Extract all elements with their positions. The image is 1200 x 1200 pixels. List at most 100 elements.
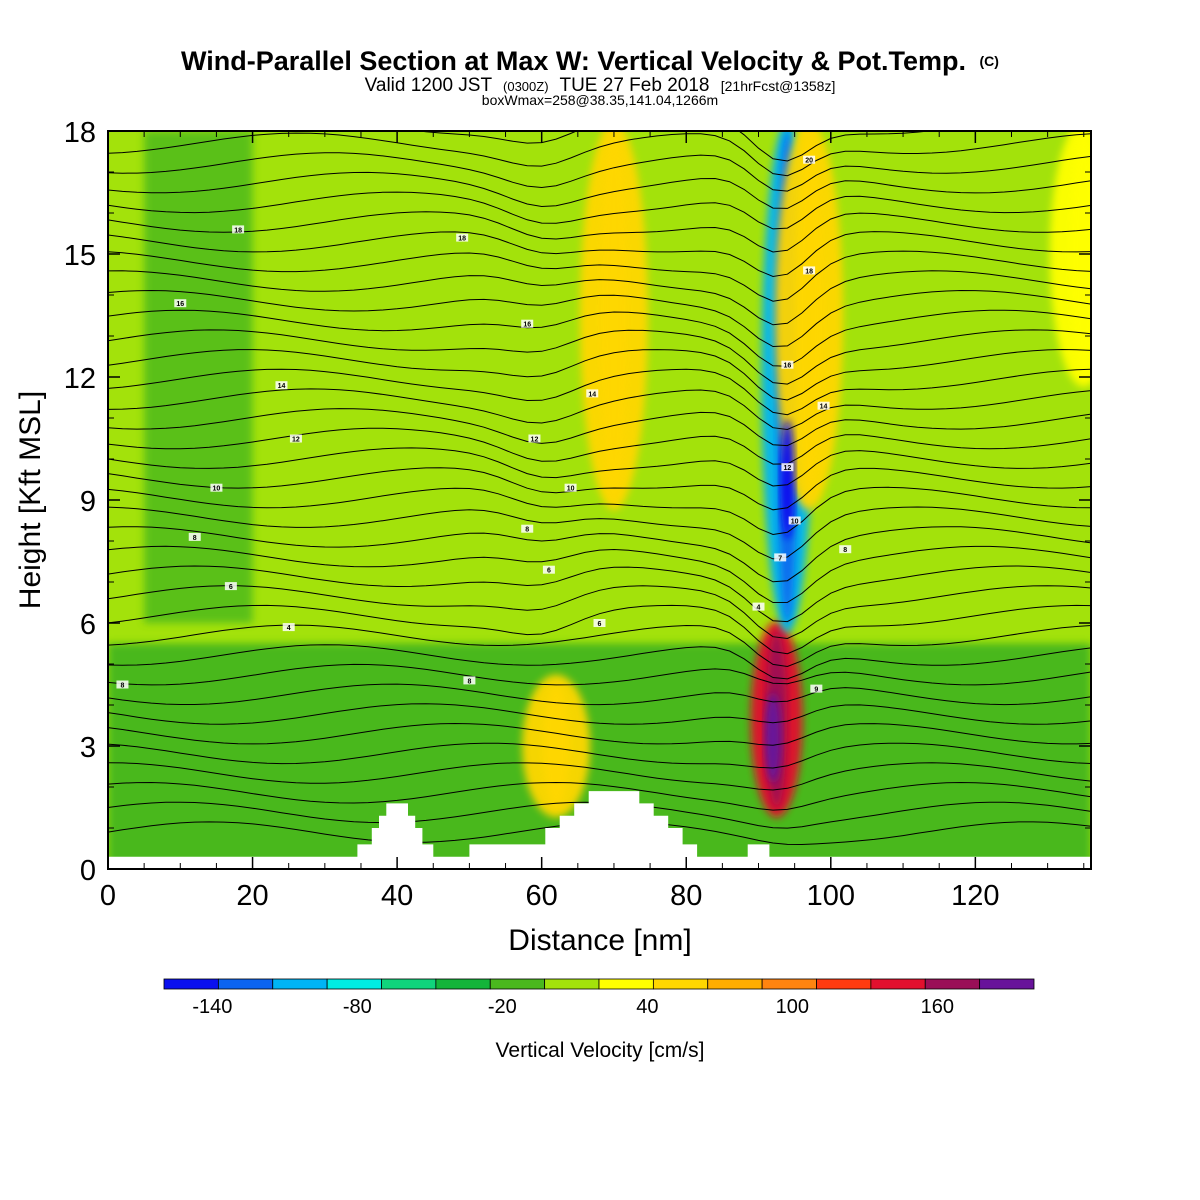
isentrope-labels: 8 8 9 4 6 4 6 6 7 8 8 8 10 10 10 12 12 12 14 14 14 16 16 16 18 18… [116,155,852,694]
isentrope-line [108,486,1091,536]
chart-title: Wind-Parallel Section at Max W: Vertical… [181,46,999,76]
colorbar-segment [652,978,709,990]
colorbar-segment [598,978,654,990]
isentrope-label: 12 [781,463,794,472]
isentrope-line [108,644,1091,680]
isentrope-label: 6 [224,582,237,591]
isentrope-line [108,348,1091,401]
isentrope-line [108,171,1091,209]
isentrope-label: 4 [282,623,295,632]
isentrope-label: 6 [593,619,606,628]
isentrope-line [108,545,1091,604]
colorbar-segment [489,978,546,990]
isentrope-line [108,604,1091,655]
y-tick-label: 9 [80,486,96,518]
svg-text:12: 12 [292,437,300,444]
isentrope-label: 18 [803,266,816,275]
isentrope-line [108,762,1091,791]
isentrope-label: 18 [232,225,245,234]
colorbar-segment [163,978,219,990]
terrain [108,791,1091,869]
isentrope-label: 10 [210,483,223,493]
svg-text:16: 16 [784,363,792,370]
svg-text:18: 18 [805,268,813,275]
svg-text:8: 8 [843,547,847,554]
isentrope-label: 8 [188,532,201,542]
isentrope-label: 10 [564,483,577,493]
x-tick-label: 120 [951,880,999,912]
colorbar-tick-label: 100 [776,996,809,1018]
colorbar-segment [707,978,763,990]
colorbar-tick-label: 160 [921,996,954,1018]
y-tick-label: 6 [80,609,96,641]
svg-text:16: 16 [176,301,184,308]
colorbar-label: Vertical Velocity [cm/s] [496,1039,705,1062]
axes: 0 20 40 60 80 100 120 0 3 6 9 12 15 18 [64,117,1091,912]
isentrope-label: 10 [788,516,801,526]
x-tick-label: 60 [526,880,558,912]
isentrope-line [108,467,1091,511]
isentrope-label: 8 [463,676,476,685]
colorbar-segment [326,978,382,990]
svg-text:8: 8 [467,678,471,685]
isentrope-label: 16 [521,319,534,329]
svg-text:4: 4 [287,625,291,632]
isentrope-line [108,408,1091,447]
isentrope-label: 16 [174,299,187,308]
isentrope-line [108,526,1091,583]
isentrope-line [108,329,1091,385]
colorbar-tick-label: -80 [343,996,372,1018]
title-copyright-mark: (C) [980,53,999,69]
svg-text:8: 8 [525,527,529,534]
chart-subtitle-2: boxWmax=258@38.35,141.04,1266m [482,92,718,108]
svg-text:12: 12 [531,437,539,444]
x-tick-label: 80 [670,880,702,912]
y-tick-label: 15 [64,240,96,272]
colorbar-tick-label: 40 [636,996,658,1018]
svg-text:12: 12 [784,465,792,472]
isentrope-lines [108,131,1091,846]
colorbar-segment [435,978,491,990]
colorbar-segment [544,978,600,990]
isentrope-label: 14 [586,389,599,398]
colorbar-tick-label: -140 [192,996,232,1018]
svg-text:6: 6 [229,584,233,591]
isentrope-line [108,152,1091,192]
y-tick-label: 0 [80,855,96,887]
svg-text:18: 18 [234,227,242,234]
isentrope-label: 12 [289,434,302,444]
isentrope-label: 6 [542,565,555,575]
isentrope-line [108,624,1091,668]
svg-text:20: 20 [805,158,813,165]
x-axis-label: Distance [nm] [508,924,691,957]
isentrope-line [108,781,1091,811]
isentrope-line [108,132,1091,177]
isentrope-line [108,270,1091,326]
svg-text:9: 9 [814,687,818,694]
svg-text:4: 4 [757,605,761,612]
x-tick-label: 100 [807,880,855,912]
colorbar-segment [272,978,328,990]
colorbar: -140 -80 -20 40 100 160 [163,978,1035,1018]
colorbar-segment [979,978,1035,990]
velocity-feature-core-3 [600,131,628,500]
velocity-feature-core-1 [542,684,570,808]
colorbar-segment [924,978,981,990]
svg-text:16: 16 [523,322,531,329]
x-tick-label: 0 [100,880,116,912]
chart-subtitle: Valid 1200 JST (0300Z) TUE 27 Feb 2018 [… [365,75,836,96]
isentrope-line [108,663,1091,686]
isentrope-label: 16 [781,360,794,370]
svg-text:14: 14 [820,404,828,411]
svg-text:8: 8 [193,535,197,542]
isentrope-label: 8 [116,680,129,690]
isentrope-label: 20 [803,155,816,165]
isentrope-line [108,368,1091,416]
isentrope-line [108,447,1091,487]
isentrope-line [108,211,1091,253]
svg-text:18: 18 [458,236,466,243]
svg-text:10: 10 [791,519,799,526]
isentrope-label: 12 [528,434,541,444]
isentrope-line [108,585,1091,640]
